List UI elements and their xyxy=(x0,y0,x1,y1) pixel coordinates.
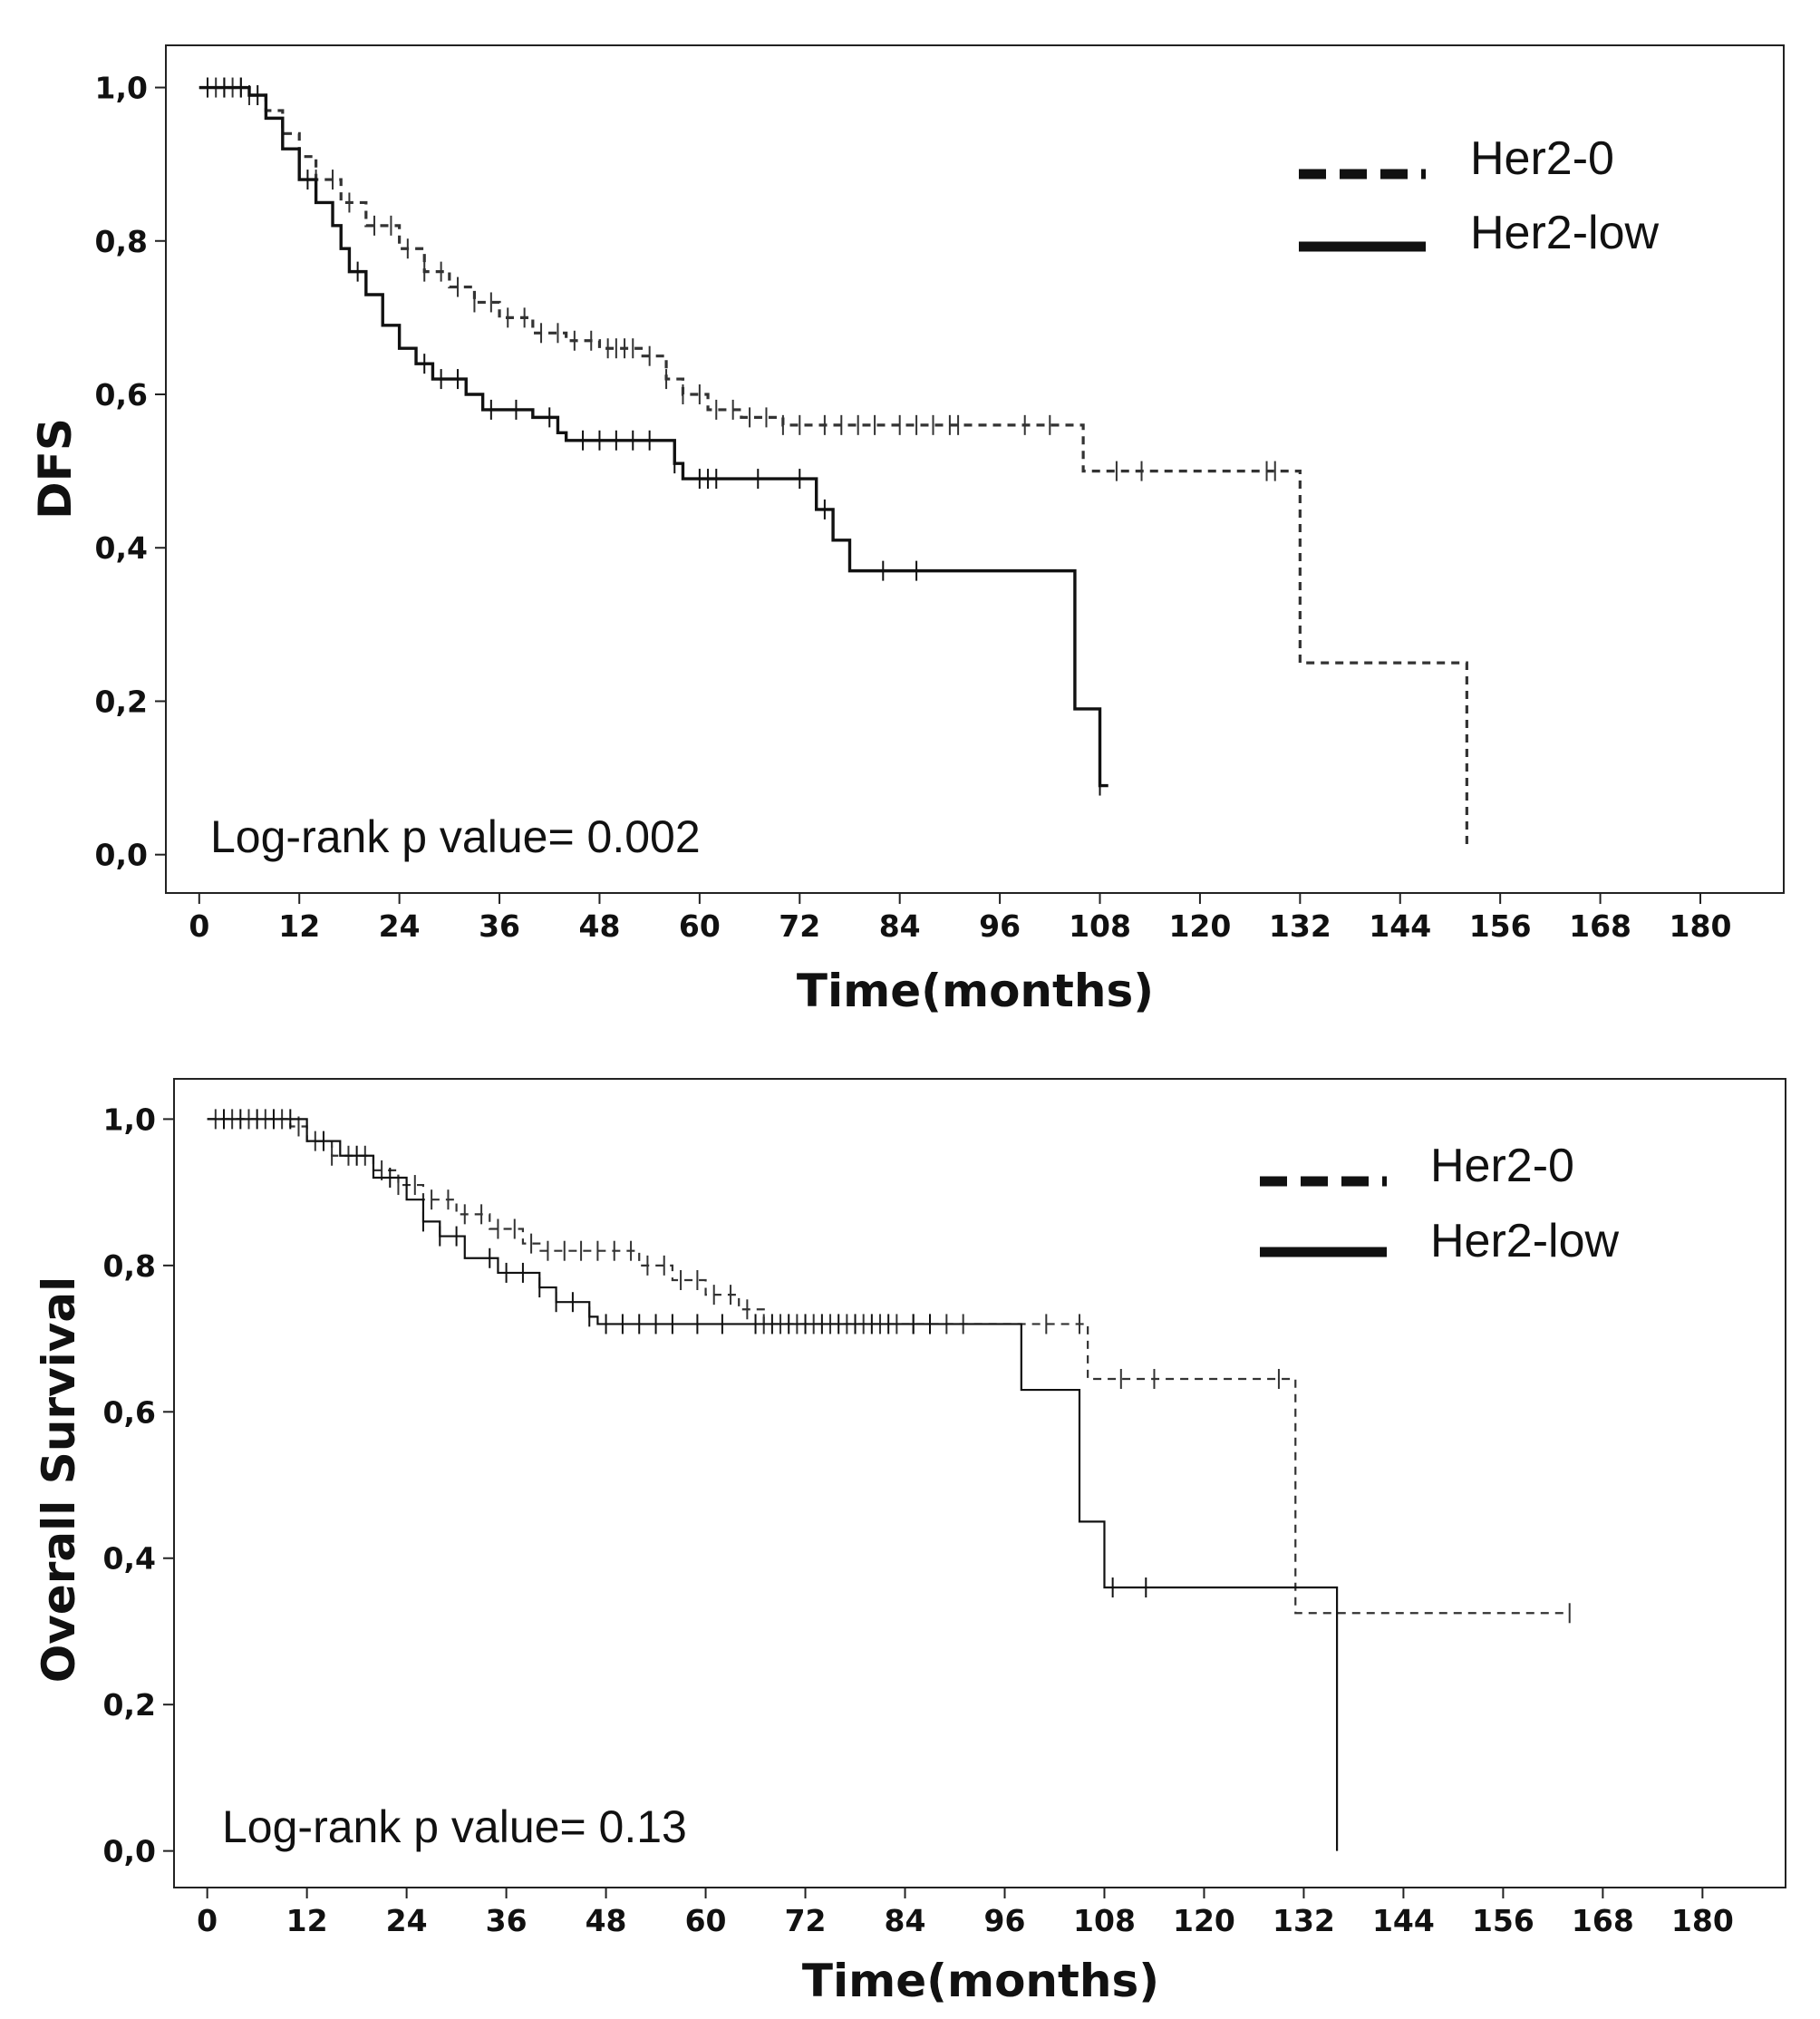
dfs-x-ticks: 0 12 24 36 48 60 72 84 96 108 120 132 144 156 168 180 xyxy=(189,893,1731,944)
dfs-y-tick-label: 0,8 xyxy=(95,224,148,259)
os-x-tick-label: 156 xyxy=(1472,1903,1534,1938)
os-y-tick-label: 1,0 xyxy=(103,1102,156,1137)
os-x-tick-label: 168 xyxy=(1572,1903,1634,1938)
dfs-x-tick-label: 168 xyxy=(1569,908,1631,944)
dfs-x-tick-label: 72 xyxy=(779,908,820,944)
os-y-tick-label: 0,8 xyxy=(103,1248,156,1284)
dfs-x-axis-title: Time(months) xyxy=(797,965,1154,1017)
dfs-legend-her2-low-label: Her2-low xyxy=(1470,207,1659,259)
dfs-x-tick-label: 84 xyxy=(879,908,921,944)
os-legend: Her2-0 Her2-low xyxy=(1260,1140,1619,1267)
dfs-legend-her2-0-label: Her2-0 xyxy=(1470,132,1614,185)
dfs-x-tick-label: 144 xyxy=(1369,908,1431,944)
dfs-y-tick-label: 0,2 xyxy=(95,684,148,719)
os-y-tick-label: 0,4 xyxy=(103,1541,156,1577)
dfs-chart: 0,0 0,2 0,4 0,6 0,8 1,0 0 12 24 36 48 60 72 84 96 108 1… xyxy=(29,44,1785,1017)
os-x-ticks: 0 12 24 36 48 60 72 84 96 108 120 132 144 156 168 180 xyxy=(197,1888,1734,1938)
os-x-tick-label: 12 xyxy=(286,1903,328,1938)
os-chart: 0,0 0,2 0,4 0,6 0,8 1,0 0 12 24 36 48 60 72 84 96 108 1… xyxy=(33,1078,1786,2007)
os-y-tick-label: 0,0 xyxy=(103,1834,156,1869)
os-x-tick-label: 144 xyxy=(1372,1903,1435,1938)
dfs-legend: Her2-0 Her2-low xyxy=(1299,132,1659,259)
dfs-x-tick-label: 36 xyxy=(479,908,520,944)
os-plot-frame xyxy=(173,1078,1786,1888)
os-logrank-annotation: Log-rank p value= 0.13 xyxy=(222,1801,687,1852)
os-x-tick-label: 36 xyxy=(486,1903,528,1938)
os-y-ticks: 0,0 0,2 0,4 0,6 0,8 1,0 xyxy=(103,1102,174,1869)
os-x-axis-title: Time(months) xyxy=(802,1955,1159,2007)
dfs-y-tick-label: 0,0 xyxy=(95,838,148,873)
dfs-x-tick-label: 180 xyxy=(1670,908,1732,944)
dfs-y-ticks: 0,0 0,2 0,4 0,6 0,8 1,0 xyxy=(95,71,166,873)
dfs-curves xyxy=(198,77,1468,848)
os-x-tick-label: 132 xyxy=(1273,1903,1335,1938)
os-x-tick-label: 108 xyxy=(1073,1903,1136,1938)
dfs-y-tick-label: 1,0 xyxy=(95,71,148,106)
os-x-tick-label: 180 xyxy=(1671,1903,1734,1938)
dfs-y-axis-title: DFS xyxy=(29,418,82,519)
os-legend-her2-0-label: Her2-0 xyxy=(1430,1140,1574,1192)
os-x-tick-label: 48 xyxy=(586,1903,627,1938)
os-x-tick-label: 0 xyxy=(197,1903,218,1938)
dfs-logrank-annotation: Log-rank p value= 0.002 xyxy=(210,811,701,862)
os-her2-low-curve xyxy=(207,1118,1339,1851)
dfs-x-tick-label: 60 xyxy=(679,908,721,944)
os-y-tick-label: 0,2 xyxy=(103,1687,156,1723)
os-legend-her2-low-label: Her2-low xyxy=(1430,1215,1619,1267)
os-x-tick-label: 96 xyxy=(984,1903,1026,1938)
os-y-tick-label: 0,6 xyxy=(103,1394,156,1430)
dfs-x-tick-label: 120 xyxy=(1168,908,1231,944)
os-curves xyxy=(207,1109,1571,1851)
dfs-x-tick-label: 24 xyxy=(379,908,421,944)
dfs-x-tick-label: 48 xyxy=(578,908,620,944)
dfs-x-tick-label: 96 xyxy=(979,908,1021,944)
dfs-plot-frame xyxy=(165,44,1785,894)
os-x-tick-label: 60 xyxy=(685,1903,727,1938)
dfs-x-tick-label: 12 xyxy=(278,908,320,944)
dfs-x-tick-label: 132 xyxy=(1269,908,1331,944)
dfs-x-tick-label: 108 xyxy=(1069,908,1131,944)
os-x-tick-label: 120 xyxy=(1173,1903,1235,1938)
dfs-y-tick-label: 0,6 xyxy=(95,377,148,413)
dfs-x-tick-label: 156 xyxy=(1469,908,1532,944)
os-x-tick-label: 72 xyxy=(785,1903,827,1938)
dfs-x-tick-label: 0 xyxy=(189,908,209,944)
os-x-tick-label: 84 xyxy=(885,1903,926,1938)
dfs-her2-0-curve xyxy=(198,85,1468,848)
os-y-axis-title: Overall Survival xyxy=(33,1276,85,1684)
os-x-tick-label: 24 xyxy=(386,1903,428,1938)
dfs-y-tick-label: 0,4 xyxy=(95,530,148,566)
